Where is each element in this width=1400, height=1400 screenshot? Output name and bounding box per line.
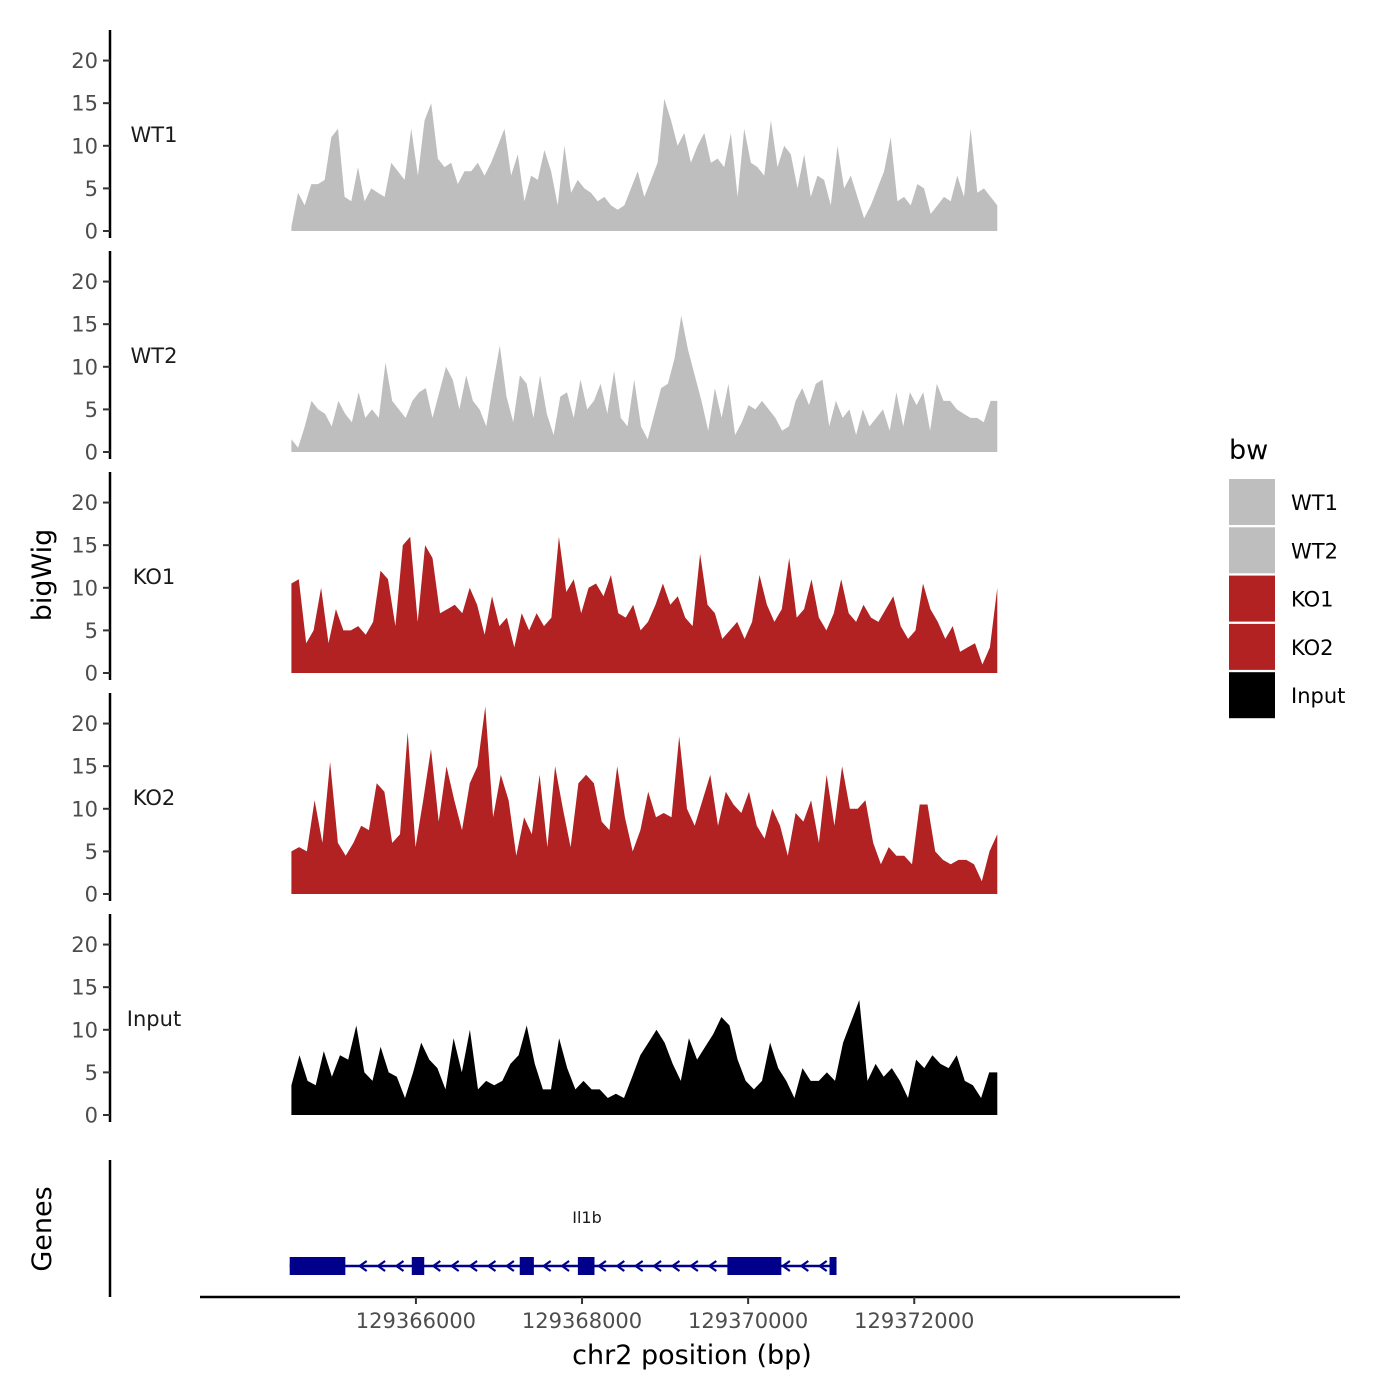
strand-arrow [376,1260,386,1272]
gene-exon [577,1257,595,1275]
x-tick-label: 129366000 [356,1309,476,1333]
gene-exon [829,1257,837,1275]
y-tick-label: 15 [71,976,98,1000]
track-label-input: Input [127,1007,181,1031]
y-axis-title: bigWig [27,529,58,622]
strand-arrow [615,1260,625,1272]
legend: bw WT1 WT2 KO1 KO2 Input [1229,435,1345,719]
track-label-wt1: WT1 [131,123,178,147]
y-tick-label: 5 [85,1061,98,1085]
strand-arrow [357,1260,368,1272]
strand-arrow [652,1260,662,1272]
strand-arrow [505,1260,515,1272]
track-panel-wt1: 0 5 10 15 20 WT1 [71,30,998,244]
strand-arrow [486,1260,497,1272]
signal-area-ko2 [291,706,998,894]
strand-arrow [468,1260,478,1272]
y-tick-label: 0 [85,662,98,686]
legend-label-input: Input [1291,684,1345,708]
y-tick-label: 5 [85,177,98,201]
track-panel-wt2: 0 5 10 15 20 WT2 [71,251,998,465]
x-tick-label: 129372000 [854,1309,974,1333]
x-tick-label: 129368000 [522,1309,642,1333]
y-tick-label: 15 [71,755,98,779]
signal-area-wt2 [291,315,998,452]
signal-area-wt1 [291,98,998,232]
strand-arrow [449,1260,460,1272]
legend-key-ko1 [1229,575,1275,622]
legend-title: bw [1229,435,1268,466]
y-tick-label: 10 [71,355,98,379]
legend-key-ko2 [1229,623,1275,670]
track-panels: 0 5 10 15 20 WT1 0 5 10 15 20 WT2 0 5 10 15 20 KO1 0 5 10 15 2… [71,30,998,1128]
strand-arrow [670,1260,681,1272]
y-tick-label: 0 [85,441,98,465]
strand-arrow [707,1260,717,1272]
strand-arrow [799,1260,809,1272]
gene-exon [727,1257,782,1275]
legend-label-wt2: WT2 [1291,539,1338,563]
track-label-wt2: WT2 [131,344,178,368]
track-label-ko1: KO1 [133,565,176,589]
legend-label-wt1: WT1 [1291,491,1338,515]
y-tick-label: 20 [71,712,98,736]
y-tick-label: 5 [85,398,98,422]
signal-area-ko1 [291,536,998,673]
y-tick-label: 5 [85,619,98,643]
track-panel-input: 0 5 10 15 20 Input [71,914,998,1128]
signal-area-input [291,1000,998,1115]
x-axis: 129366000 129368000 129370000 129372000 [200,1295,1180,1333]
genes-panel: Genes Il1b [27,1160,837,1297]
strand-arrow [541,1260,552,1272]
y-tick-label: 15 [71,92,98,116]
y-tick-label: 10 [71,797,98,821]
track-panel-ko1: 0 5 10 15 20 KO1 [71,472,998,686]
track-panel-ko2: 0 5 10 15 20 KO2 [71,693,998,907]
strand-arrow [781,1260,791,1272]
x-axis-title: chr2 position (bp) [572,1340,812,1371]
y-tick-label: 10 [71,1018,98,1042]
legend-key-wt2 [1229,527,1275,574]
y-tick-label: 0 [85,1104,98,1128]
legend-key-input [1229,672,1275,719]
y-tick-label: 0 [85,883,98,907]
y-tick-label: 15 [71,313,98,337]
gene-exon [289,1257,346,1275]
y-tick-label: 20 [71,491,98,515]
genes-axis-title: Genes [27,1186,58,1271]
strand-arrow [394,1260,405,1272]
legend-label-ko2: KO2 [1291,636,1334,660]
strand-arrow [597,1260,607,1272]
strand-arrow [633,1260,644,1272]
y-tick-label: 20 [71,49,98,73]
y-tick-label: 20 [71,933,98,957]
strand-arrow [689,1260,699,1272]
y-tick-label: 20 [71,270,98,294]
gene-name-label: Il1b [572,1208,602,1227]
strand-arrow [817,1260,828,1272]
track-label-ko2: KO2 [133,786,176,810]
gene-exon [519,1257,534,1275]
legend-label-ko1: KO1 [1291,588,1334,612]
x-tick-label: 129370000 [688,1309,808,1333]
y-tick-label: 15 [71,534,98,558]
y-tick-label: 10 [71,134,98,158]
strand-arrow [560,1260,570,1272]
legend-key-wt1 [1229,479,1275,525]
y-tick-label: 5 [85,840,98,864]
strand-arrow [431,1260,441,1272]
gene-exon [411,1257,425,1275]
y-tick-label: 10 [71,576,98,600]
y-tick-label: 0 [85,220,98,244]
